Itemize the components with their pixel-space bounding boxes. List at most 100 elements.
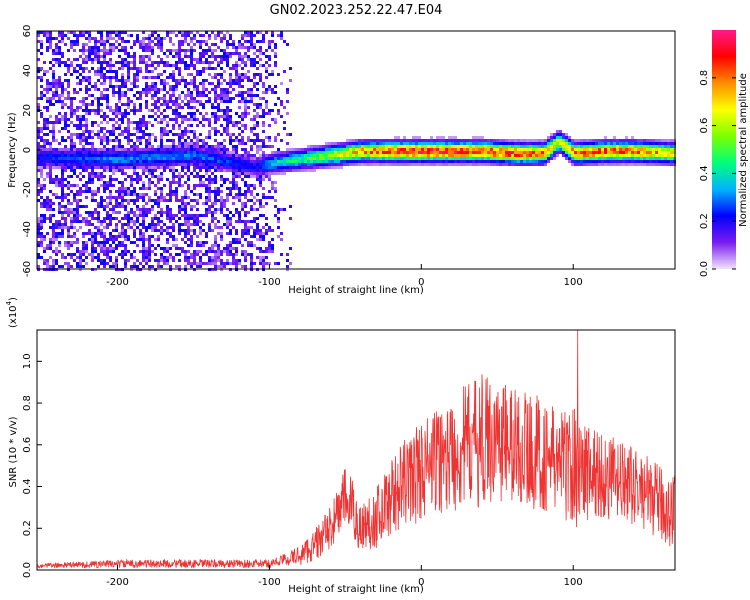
spectrogram-cell — [151, 199, 154, 202]
spectrogram-cell — [70, 163, 73, 166]
spectrogram-cell — [217, 130, 220, 133]
spectrogram-cell — [268, 112, 271, 115]
spectrogram-cell — [145, 238, 148, 241]
spectrogram-cell — [466, 142, 469, 145]
spectrogram-cell — [184, 55, 187, 58]
spectrogram-cell — [199, 121, 202, 124]
spectrogram-cell — [268, 190, 271, 193]
spectrogram-cell — [247, 34, 250, 37]
spectrogram-cell — [637, 154, 640, 157]
spectrogram-cell — [205, 214, 208, 217]
spectrogram-cell — [124, 262, 127, 265]
spectrogram-cell — [184, 40, 187, 43]
spectrogram-cell — [61, 52, 64, 55]
spectrogram-cell — [541, 139, 544, 142]
spectrogram-cell — [226, 112, 229, 115]
spectrogram-cell — [223, 157, 226, 160]
spectrogram-cell — [157, 46, 160, 49]
spectrogram-cell — [124, 235, 127, 238]
spectrogram-cell — [259, 229, 262, 232]
spectrogram-cell — [169, 100, 172, 103]
spectrogram-cell — [175, 103, 178, 106]
spectrogram-cell — [262, 82, 265, 85]
spectrogram-cell — [232, 160, 235, 163]
spectrogram-cell — [133, 178, 136, 181]
snr-scale-label: (x104) — [5, 297, 19, 328]
spectrogram-cell — [199, 220, 202, 223]
spectrogram-cell — [370, 160, 373, 163]
spectrogram-cell — [73, 40, 76, 43]
spectrogram-cell — [55, 253, 58, 256]
spectrogram-cell — [46, 175, 49, 178]
spectrogram-cell — [103, 67, 106, 70]
spectrogram-cell — [67, 202, 70, 205]
spectrogram-cell — [106, 49, 109, 52]
spectrogram-cell — [115, 157, 118, 160]
spectrogram-cell — [196, 208, 199, 211]
spectrogram-cell — [115, 73, 118, 76]
spectrogram-cell — [70, 235, 73, 238]
spectrogram-cell — [70, 112, 73, 115]
spectrogram-cell — [79, 226, 82, 229]
spectrogram-cell — [358, 157, 361, 160]
spectrogram-cell — [214, 178, 217, 181]
spectrogram-cell — [142, 133, 145, 136]
spectrogram-cell — [133, 61, 136, 64]
spectrogram-cell — [43, 250, 46, 253]
spectrogram-cell — [604, 154, 607, 157]
spectrogram-cell — [664, 145, 667, 148]
spectrogram-cell — [271, 31, 274, 34]
spectrogram-cell — [217, 190, 220, 193]
spectrogram-cell — [652, 163, 655, 166]
spectrogram-cell — [220, 202, 223, 205]
spectrogram-cell — [628, 145, 631, 148]
spectrogram-cell — [562, 142, 565, 145]
spectrogram-cell — [82, 70, 85, 73]
spectrogram-cell — [355, 163, 358, 166]
spectrogram-cell — [214, 199, 217, 202]
spectrogram-cell — [268, 262, 271, 265]
spectrogram-cell — [313, 151, 316, 154]
x-tick-label: 0 — [418, 577, 424, 588]
spectrogram-cell — [574, 142, 577, 145]
spectrogram-cell — [94, 148, 97, 151]
spectrogram-cell — [124, 148, 127, 151]
spectrogram-cell — [490, 142, 493, 145]
spectrogram-cell — [238, 46, 241, 49]
spectrogram-cell — [187, 124, 190, 127]
spectrogram-cell — [100, 259, 103, 262]
spectrogram-cell — [145, 100, 148, 103]
spectrogram-cell — [424, 163, 427, 166]
spectrogram-cell — [70, 166, 73, 169]
spectrogram-cell — [223, 160, 226, 163]
spectrogram-cell — [265, 91, 268, 94]
spectrogram-cell — [199, 193, 202, 196]
spectrogram-cell — [613, 163, 616, 166]
spectrogram-cell — [241, 136, 244, 139]
spectrogram-cell — [118, 148, 121, 151]
spectrogram-cell — [139, 187, 142, 190]
spectrogram-cell — [76, 256, 79, 259]
spectrogram-cell — [82, 190, 85, 193]
spectrogram-cell — [406, 145, 409, 148]
spectrogram-cell — [466, 148, 469, 151]
spectrogram-cell — [118, 97, 121, 100]
spectrogram-cell — [91, 247, 94, 250]
spectrogram-cell — [67, 241, 70, 244]
spectrogram-cell — [196, 118, 199, 121]
spectrogram-cell — [109, 109, 112, 112]
spectrogram-cell — [118, 67, 121, 70]
spectrogram-cell — [262, 163, 265, 166]
spectrogram-cell — [100, 127, 103, 130]
spectrogram-cell — [571, 151, 574, 154]
spectrogram-cell — [55, 184, 58, 187]
spectrogram-cell — [163, 127, 166, 130]
spectrogram-cell — [652, 151, 655, 154]
spectrogram-cell — [37, 160, 40, 163]
spectrogram-cell — [142, 40, 145, 43]
spectrogram-cell — [64, 169, 67, 172]
spectrogram-cell — [184, 31, 187, 34]
spectrogram-cell — [481, 142, 484, 145]
spectrogram-cell — [397, 139, 400, 142]
spectrogram-cell — [109, 139, 112, 142]
